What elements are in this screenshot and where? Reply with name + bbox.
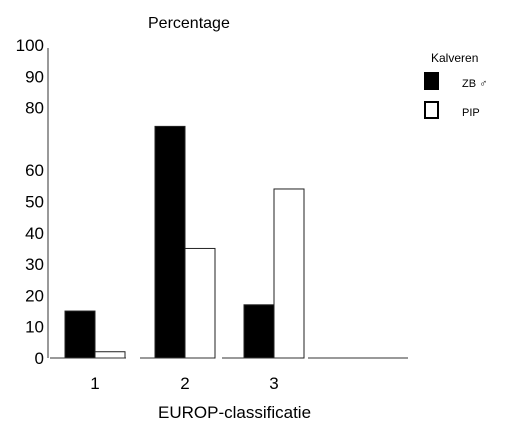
y-tick-label: 10: [25, 318, 44, 337]
bar-pip-cat-1: [94, 351, 126, 359]
legend-swatch-zb: [424, 72, 439, 90]
x-tick-label: 3: [269, 374, 278, 393]
x-axis-label: EUROP-classificatie: [158, 403, 311, 421]
bar-pip-cat-2: [184, 247, 216, 359]
legend-title: Kalveren: [431, 51, 478, 65]
legend-label-zb: ZB ♂: [462, 78, 487, 90]
x-tick-label: 1: [90, 374, 99, 393]
bar-pip-cat-3: [273, 188, 305, 359]
bar-zb-cat-3: [243, 304, 275, 359]
x-tick-label: 2: [180, 374, 189, 393]
y-axis-label: Percentage: [148, 15, 230, 32]
y-tick-label: 80: [25, 99, 44, 118]
y-tick-label: 40: [25, 224, 44, 243]
bar-zb-cat-1: [64, 310, 96, 359]
legend-label-pip: PIP: [462, 107, 480, 119]
y-tick-label: 100: [16, 36, 44, 55]
y-tick-label: 60: [25, 161, 44, 180]
y-tick-label: 20: [25, 286, 44, 305]
y-tick-label: 0: [35, 349, 44, 368]
bars: [50, 125, 408, 359]
y-tick-label: 30: [25, 255, 44, 274]
legend: Kalveren ZB ♂ PIP: [424, 51, 487, 119]
y-tick-label: 90: [25, 67, 44, 86]
y-tick-label: 50: [25, 193, 44, 212]
x-tick-labels: 1 2 3: [90, 374, 278, 393]
bar-zb-cat-2: [154, 125, 186, 359]
legend-swatch-pip: [424, 101, 439, 119]
